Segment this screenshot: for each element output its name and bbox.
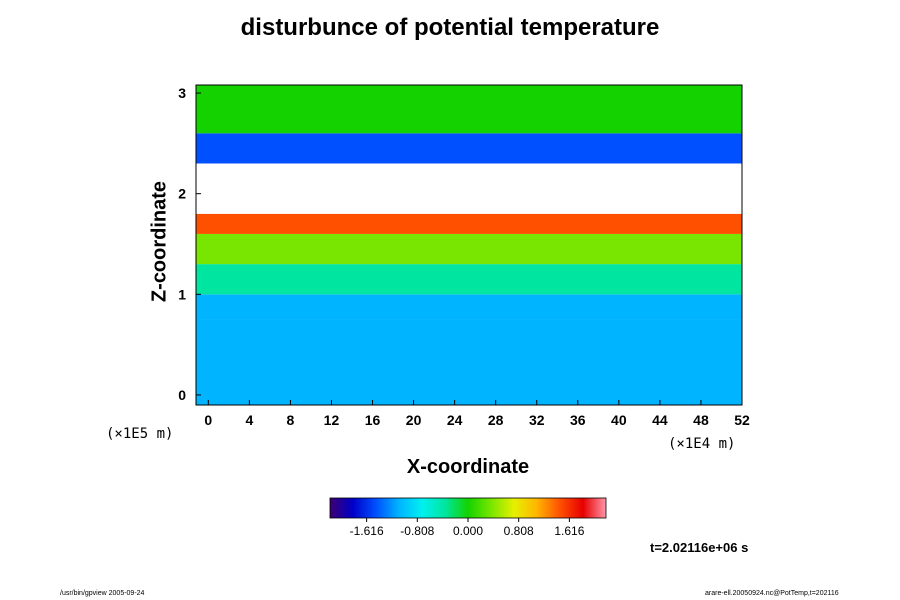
x-tick-label: 40 — [611, 412, 627, 428]
field-layer — [196, 133, 742, 164]
z-tick-label: 0 — [178, 387, 186, 403]
colorbar — [329, 497, 607, 519]
x-tick-label: 8 — [287, 412, 295, 428]
chart-title: disturbunce of potential temperature — [240, 14, 660, 41]
field-layer — [196, 294, 742, 320]
x-tick-label: 0 — [204, 412, 212, 428]
x-tick-label: 32 — [529, 412, 545, 428]
x-axis-title: X-coordinate — [406, 456, 530, 478]
x-tick-label: 20 — [406, 412, 422, 428]
z-tick-label: 1 — [178, 286, 186, 302]
plot-frame — [195, 84, 743, 406]
colorbar-tick-label: -1.616 — [350, 524, 384, 538]
z-unit-label: (×1E5 m) — [106, 426, 174, 442]
z-tick-label: 3 — [178, 85, 186, 101]
x-tick-label: 4 — [245, 412, 253, 428]
time-annotation: t=2.02116e+06 s — [650, 540, 749, 555]
colorbar-tick-label: 0.808 — [504, 524, 534, 538]
x-tick-label: 52 — [734, 412, 750, 428]
x-tick-label: 48 — [693, 412, 709, 428]
footer-left: /usr/bin/gpview 2005-09-24 — [60, 590, 145, 597]
field-layer — [196, 233, 742, 265]
x-tick-label: 36 — [570, 412, 586, 428]
z-tick-label: 2 — [178, 186, 186, 202]
z-axis: 0 1 2 3 — [178, 85, 201, 403]
colorbar-ticks: -1.616 -0.808 0.000 0.808 1.616 — [350, 518, 585, 538]
heatmap-field — [196, 85, 742, 405]
x-tick-label: 24 — [447, 412, 463, 428]
z-axis-title: Z-coordinate — [148, 180, 171, 303]
colorbar-tick-label: 1.616 — [554, 524, 584, 538]
x-tick-label: 16 — [365, 412, 381, 428]
x-tick-label: 44 — [652, 412, 668, 428]
x-unit-label: (×1E4 m) — [668, 436, 736, 452]
x-tick-label: 12 — [324, 412, 340, 428]
footer-right: arare-ell.20050924.nc@PotTemp,t=202116 — [705, 590, 839, 597]
x-tick-label: 28 — [488, 412, 504, 428]
colorbar-tick-label: 0.000 — [453, 524, 483, 538]
field-layer — [196, 163, 742, 214]
x-axis: 0 4 8 12 16 20 24 28 32 36 40 44 48 52 — [204, 400, 750, 428]
field-layer — [196, 264, 742, 295]
field-layer — [196, 319, 742, 405]
colorbar-tick-label: -0.808 — [400, 524, 434, 538]
field-layer — [196, 213, 742, 234]
field-layer — [196, 85, 742, 134]
